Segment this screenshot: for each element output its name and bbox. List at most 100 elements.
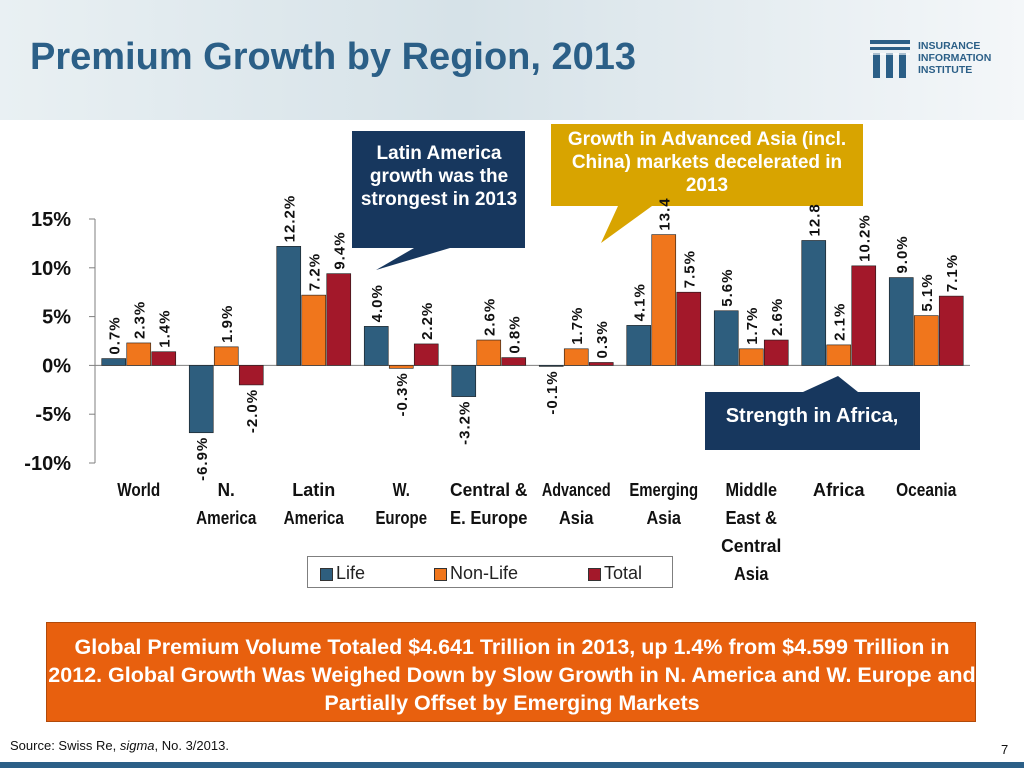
logo-line-2: INFORMATION [918,52,992,64]
bar-total [238,365,264,386]
bar-total [501,357,527,366]
y-tick-label: -10% [24,453,71,475]
bar-life [276,246,302,366]
bar-non-life [651,234,677,366]
x-category-label: Asia [647,508,682,528]
data-label-total: 2.6% [769,298,786,336]
logo-text: INSURANCE INFORMATION INSTITUTE [918,40,991,76]
callout-latin-america-text: Latin America growth was the strongest i… [360,143,518,210]
bar-total [326,273,352,366]
bar-total [413,343,439,366]
x-category-label: Asia [734,564,769,584]
logo-line-3: INSTITUTE [918,64,973,76]
premium-growth-chart: 15% 10% 5% 0% -5% -10% 0.7% -6.9% 12.2% 4.0% -3.2%… [24,124,970,584]
bar-life [801,240,827,366]
bar-life [626,325,652,366]
data-label-non-life: 13.4 [657,197,674,230]
legend-item-non-life: Non-Life [434,563,518,584]
x-category-label: Central & [450,480,527,500]
data-label-non-life: 7.2% [307,253,324,291]
data-label-life: 4.0% [369,284,386,322]
data-label-non-life: 2.3% [132,301,149,339]
source-suffix: , No. 3/2013. [154,738,229,753]
data-label-non-life: 1.9% [219,305,236,343]
bar-non-life [388,365,414,369]
data-label-non-life: 1.7% [569,307,586,345]
x-category-label: America [284,508,345,528]
chart-legend: Life Non-Life Total [307,556,673,588]
x-category-label: Advanced [542,480,611,500]
legend-item-total: Total [588,563,642,584]
summary-banner: Global Premium Volume Totaled $4.641 Tri… [46,622,976,722]
callout-africa-text: Strength in Africa, [725,405,899,427]
bar-non-life [738,348,764,366]
summary-banner-text: Global Premium Volume Totaled $4.641 Tri… [48,635,976,715]
data-label-total: 0.3% [594,320,611,358]
x-category-label: Emerging [629,480,698,500]
legend-label-total: Total [604,563,643,583]
source-note: Source: Swiss Re, sigma, No. 3/2013. [10,738,229,753]
bar-life [188,365,214,434]
x-category-label: America [196,508,257,528]
x-category-label: W. [393,480,410,500]
data-label-life: 4.1% [632,283,649,321]
bar-life [451,365,477,397]
data-label-non-life: 1.7% [744,307,761,345]
iii-logo-icon [870,40,910,78]
bar-non-life [301,294,327,366]
x-category-label: World [117,480,160,500]
bar-non-life [126,342,152,366]
data-label-life: -3.2% [457,401,474,445]
x-category-label: E. Europe [450,508,527,528]
bar-total [588,362,614,366]
header-band [0,0,1024,120]
data-label-total: 1.4% [157,310,174,348]
x-category-label: Central [721,536,781,556]
source-prefix: Source: Swiss Re, [10,738,120,753]
data-label-total: 7.1% [944,254,961,292]
callout-advanced-asia-shape [551,124,863,243]
legend-swatch-non-life [434,567,447,581]
data-label-life: 5.6% [719,269,736,307]
data-label-total: 9.4% [332,231,349,269]
bar-total [938,295,964,366]
data-label-non-life: 5.1% [919,273,936,311]
legend-label-life: Life [336,563,366,583]
y-tick-label: 10% [31,258,71,280]
bar-life [363,326,389,366]
bar-life [888,277,914,366]
logo: INSURANCE INFORMATION INSTITUTE [868,38,1018,88]
footer-bar [0,762,1024,768]
bar-total [676,291,702,366]
data-label-life: 12.2% [282,195,299,243]
y-tick-label: -5% [35,404,71,426]
x-category-label: Latin [292,480,335,500]
x-category-label: East & [725,508,777,528]
data-label-life: -6.9% [194,437,211,481]
x-category-label: Africa [813,480,866,500]
legend-swatch-life [320,567,333,581]
x-category-label: Asia [559,508,594,528]
logo-line-1: INSURANCE [918,40,981,52]
page-number: 7 [1001,742,1009,757]
data-label-life: 0.7% [107,316,124,354]
legend-item-life: Life [320,563,365,584]
callout-latin-america-shape [352,131,525,270]
data-label-total: 0.8% [507,315,524,353]
data-label-total: 7.5% [682,250,699,288]
x-category-label: Oceania [896,480,957,500]
data-label-non-life: -0.3% [394,372,411,416]
bar-total [151,351,177,366]
bar-non-life [476,339,502,366]
x-category-label: N. [218,480,235,500]
bar-total [763,339,789,366]
x-category-label: Middle [725,480,777,500]
data-label-non-life: 2.6% [482,298,499,336]
legend-label-non-life: Non-Life [450,563,519,583]
y-tick-label: 5% [42,307,71,329]
source-publication: sigma [119,738,155,753]
bar-non-life [563,348,589,366]
bar-non-life [213,346,239,366]
data-label-total: 2.2% [419,302,436,340]
data-label-life: 9.0% [894,235,911,273]
